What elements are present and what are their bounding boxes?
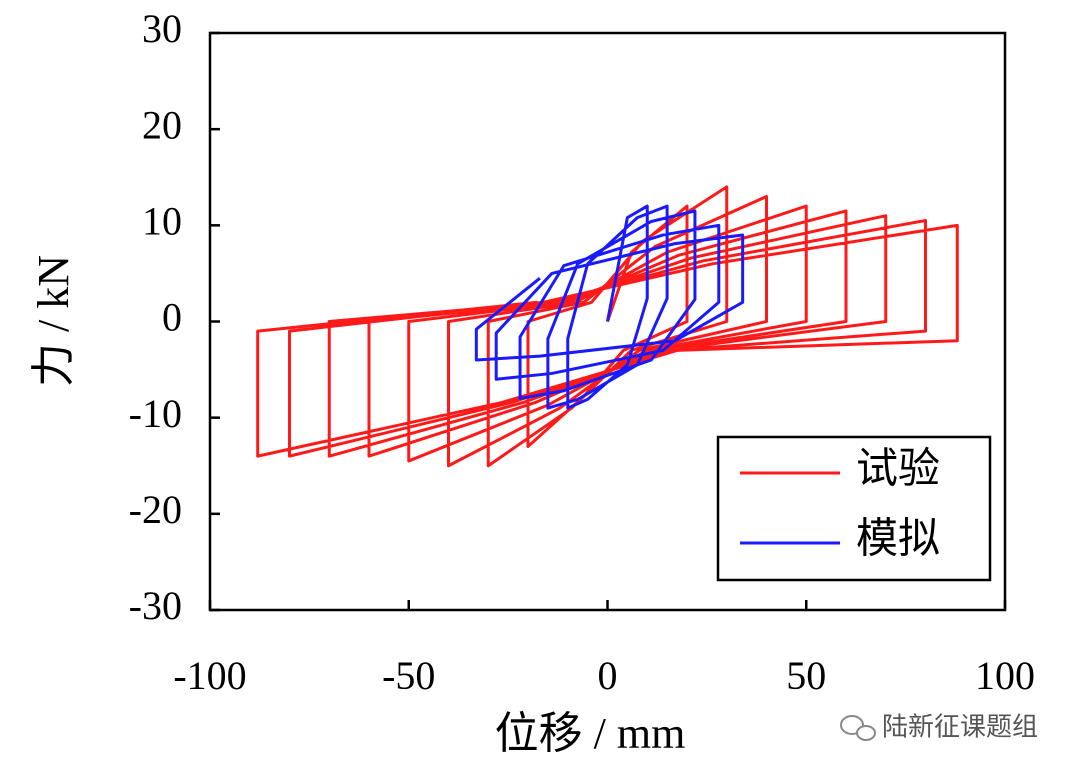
x-axis-label: 位移 / mm	[495, 709, 686, 758]
y-tick-label: 30	[142, 6, 182, 51]
x-tick-label: -100	[173, 653, 246, 698]
y-tick-label: 20	[142, 102, 182, 147]
x-tick-label: -50	[382, 653, 435, 698]
legend-box	[716, 435, 992, 582]
x-tick-label: 0	[598, 653, 618, 698]
x-tick-label: 50	[786, 653, 826, 698]
watermark-icon	[840, 715, 876, 741]
watermark: 陆新征课题组	[882, 713, 1038, 743]
y-tick-label: 10	[142, 199, 182, 244]
series-line	[256, 185, 959, 468]
legend-label: 模拟	[856, 517, 940, 563]
x-tick-label: 100	[975, 653, 1035, 698]
y-tick-label: 0	[162, 295, 182, 340]
legend-label: 试验	[856, 446, 940, 493]
y-axis-label: 力 / kN	[29, 255, 78, 387]
y-tick-label: -20	[129, 487, 182, 532]
y-tick-label: -30	[129, 583, 182, 628]
series-line	[474, 204, 745, 410]
y-tick-label: -10	[129, 391, 182, 436]
